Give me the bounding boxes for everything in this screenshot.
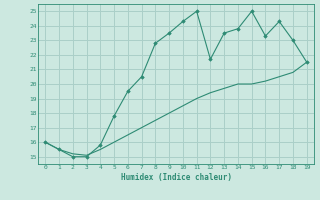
- X-axis label: Humidex (Indice chaleur): Humidex (Indice chaleur): [121, 173, 231, 182]
